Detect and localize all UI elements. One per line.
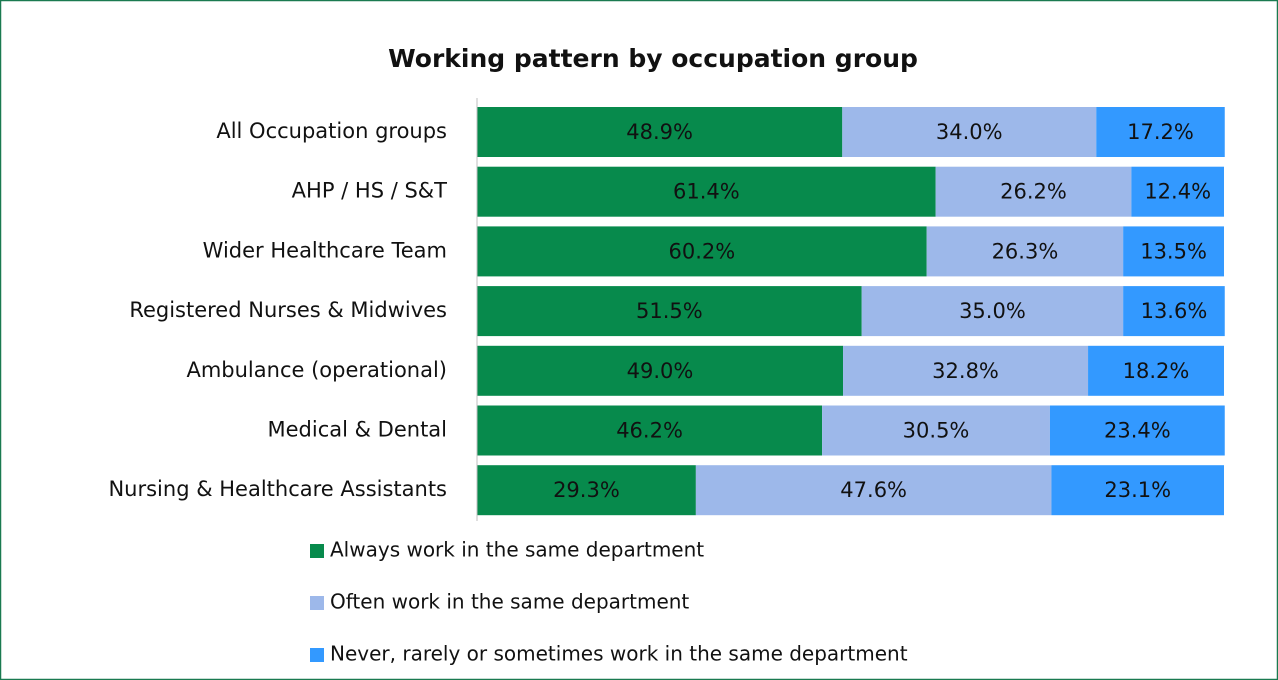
bar-segment (861, 286, 1124, 337)
data-label: 17.2% (1127, 120, 1194, 144)
data-label: 23.1% (1104, 478, 1171, 502)
legend-label: Always work in the same department (330, 538, 704, 562)
y-tick-label: AHP / HS / S&T (292, 179, 447, 203)
legend-swatch (310, 596, 324, 610)
bar-segment (926, 226, 1124, 277)
data-label: 26.2% (1000, 180, 1067, 204)
y-tick-label: Wider Healthcare Team (203, 238, 447, 262)
data-label: 30.5% (903, 419, 970, 443)
y-tick-label: Ambulance (operational) (186, 358, 447, 382)
data-label: 49.0% (627, 359, 694, 383)
legend-swatch (310, 544, 324, 558)
legend-label: Never, rarely or sometimes work in the s… (330, 642, 908, 666)
bar-segment (843, 345, 1089, 396)
data-label: 18.2% (1123, 359, 1190, 383)
data-label: 61.4% (673, 180, 740, 204)
bar-segment (477, 345, 844, 396)
bar-segment (477, 226, 927, 277)
legend-label: Often work in the same department (330, 590, 689, 614)
data-label: 51.5% (636, 299, 703, 323)
bar-segment (1051, 465, 1224, 516)
bar-segment (1049, 405, 1225, 456)
bar-segment (935, 166, 1132, 217)
data-label: 46.2% (616, 419, 683, 443)
bar-segment (695, 465, 1052, 516)
chart-title: Working pattern by occupation group (388, 44, 918, 73)
y-tick-label: Medical & Dental (267, 418, 447, 442)
bar-segment (1131, 166, 1224, 217)
y-tick-label: Registered Nurses & Midwives (129, 298, 447, 322)
data-label: 23.4% (1104, 419, 1171, 443)
data-label: 34.0% (936, 120, 1003, 144)
data-label: 13.6% (1141, 299, 1208, 323)
bar-segment (1123, 226, 1224, 277)
data-label: 35.0% (959, 299, 1026, 323)
data-label: 32.8% (932, 359, 999, 383)
bar-segment (477, 286, 862, 337)
data-label: 13.5% (1140, 239, 1207, 263)
bar-segment (477, 405, 823, 456)
bar-segment (1088, 345, 1224, 396)
bar-segment (822, 405, 1050, 456)
data-label: 12.4% (1144, 180, 1211, 204)
data-label: 26.3% (992, 239, 1059, 263)
bar-segment (477, 166, 936, 217)
data-label: 48.9% (626, 120, 693, 144)
bar-segment (1123, 286, 1225, 337)
data-label: 29.3% (553, 478, 620, 502)
data-label: 47.6% (840, 478, 907, 502)
y-tick-label: All Occupation groups (216, 119, 447, 143)
y-tick-label: Nursing & Healthcare Assistants (108, 477, 447, 501)
bar-segment (477, 107, 843, 157)
bar-segment (1096, 107, 1225, 157)
bar-segment (477, 465, 696, 516)
bar-segment (842, 107, 1097, 157)
legend-swatch (310, 648, 324, 662)
data-label: 60.2% (668, 239, 735, 263)
